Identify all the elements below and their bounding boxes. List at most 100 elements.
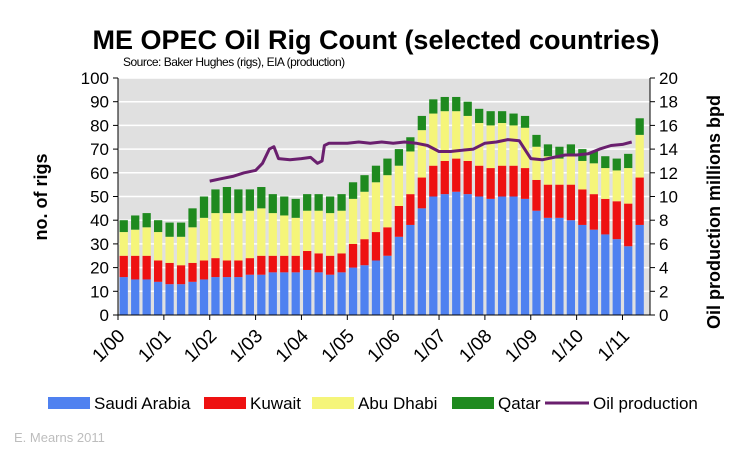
bar-abu-dhabi	[578, 160, 587, 190]
bar-saudi-arabia	[417, 208, 426, 315]
y2-tick-label: 6	[659, 235, 668, 254]
bar-qatar	[520, 115, 530, 128]
bar-abu-dhabi	[612, 170, 621, 202]
bar-kuwait	[612, 201, 621, 240]
bar-kuwait	[417, 177, 426, 209]
bar-kuwait	[314, 253, 323, 273]
bar-qatar	[497, 111, 507, 124]
bar-kuwait	[165, 262, 174, 285]
bar-abu-dhabi	[555, 158, 564, 185]
bar-saudi-arabia	[245, 274, 254, 315]
bar-qatar	[532, 134, 541, 147]
bar-qatar	[429, 99, 438, 114]
bar-kuwait	[509, 165, 518, 197]
bar-qatar	[348, 182, 358, 199]
bar-qatar	[245, 189, 254, 211]
bar-saudi-arabia	[555, 217, 564, 315]
bar-qatar	[475, 108, 484, 124]
legend: Saudi Arabia Kuwait Abu Dhabi Qatar Oil prod…	[48, 394, 698, 413]
bar-abu-dhabi	[406, 151, 415, 195]
bar-qatar	[440, 96, 449, 112]
bar-saudi-arabia	[429, 196, 438, 315]
bar-abu-dhabi	[566, 156, 576, 185]
bar-qatar	[176, 222, 186, 237]
legend-oil-production-label: Oil production	[593, 394, 698, 413]
bar-saudi-arabia	[131, 279, 140, 315]
bar-kuwait	[555, 184, 564, 218]
bar-kuwait	[406, 194, 415, 225]
bar-saudi-arabia	[199, 279, 209, 315]
bar-qatar	[394, 149, 404, 166]
bar-abu-dhabi	[509, 125, 518, 166]
bar-saudi-arabia	[452, 191, 461, 315]
bar-abu-dhabi	[601, 168, 610, 199]
bar-saudi-arabia	[612, 239, 621, 315]
bar-qatar	[188, 208, 197, 228]
bar-abu-dhabi	[291, 217, 300, 256]
y-tick-label: 60	[90, 164, 109, 183]
bar-abu-dhabi	[154, 232, 163, 261]
legend-kuwait-swatch	[204, 397, 246, 409]
y2-tick-label: 18	[659, 93, 678, 112]
legend-abu-dhabi-label: Abu Dhabi	[358, 394, 437, 413]
y-tick-label: 20	[90, 259, 109, 278]
bar-saudi-arabia	[280, 272, 289, 315]
bar-qatar	[383, 158, 392, 176]
bar-qatar	[325, 196, 335, 214]
bar-abu-dhabi	[624, 168, 633, 204]
bar-saudi-arabia	[509, 196, 518, 315]
legend-saudi-arabia-swatch	[48, 397, 90, 409]
bar-saudi-arabia	[360, 265, 369, 315]
bar-kuwait	[601, 198, 610, 235]
bar-abu-dhabi	[429, 113, 438, 166]
legend-qatar-swatch	[452, 397, 494, 409]
bar-qatar	[612, 158, 621, 171]
bar-qatar	[417, 115, 426, 131]
bar-qatar	[131, 215, 140, 230]
bar-qatar	[303, 194, 312, 211]
bar-qatar	[406, 137, 415, 152]
bar-saudi-arabia	[578, 224, 587, 315]
bar-abu-dhabi	[452, 111, 461, 159]
bar-saudi-arabia	[291, 272, 300, 315]
bar-kuwait	[348, 243, 358, 268]
bar-saudi-arabia	[257, 274, 266, 315]
bar-saudi-arabia	[497, 196, 507, 315]
y-tick-label: 40	[90, 211, 109, 230]
bar-saudi-arabia	[325, 274, 335, 315]
bar-saudi-arabia	[601, 234, 610, 315]
bar-qatar	[589, 151, 598, 164]
bar-saudi-arabia	[532, 210, 541, 315]
bar-kuwait	[635, 177, 644, 225]
bar-qatar	[371, 165, 381, 183]
bar-qatar	[486, 111, 495, 126]
y-tick-label: 0	[100, 306, 109, 325]
bar-saudi-arabia	[142, 279, 151, 315]
bar-saudi-arabia	[383, 255, 392, 315]
bar-saudi-arabia	[543, 217, 553, 315]
bar-saudi-arabia	[119, 277, 128, 315]
bar-kuwait	[325, 255, 335, 275]
bar-abu-dhabi	[222, 213, 232, 261]
bar-kuwait	[371, 232, 381, 261]
credit-text: E. Mearns 2011	[14, 430, 105, 445]
bar-abu-dhabi	[635, 134, 644, 178]
bar-kuwait	[566, 184, 576, 221]
bar-abu-dhabi	[199, 217, 209, 261]
bar-abu-dhabi	[234, 213, 243, 261]
bar-kuwait	[360, 239, 369, 266]
bar-kuwait	[131, 255, 140, 280]
legend-saudi-arabia-label: Saudi Arabia	[94, 394, 191, 413]
bar-kuwait	[176, 265, 186, 285]
bar-saudi-arabia	[475, 196, 484, 315]
bar-abu-dhabi	[360, 191, 369, 240]
bar-kuwait	[532, 179, 541, 211]
bar-kuwait	[257, 255, 266, 275]
bar-qatar	[222, 187, 232, 214]
bar-saudi-arabia	[624, 246, 633, 315]
bar-kuwait	[429, 165, 438, 197]
bar-saudi-arabia	[486, 198, 495, 315]
bar-qatar	[566, 144, 576, 157]
bar-saudi-arabia	[314, 272, 323, 315]
bar-saudi-arabia	[394, 236, 404, 315]
